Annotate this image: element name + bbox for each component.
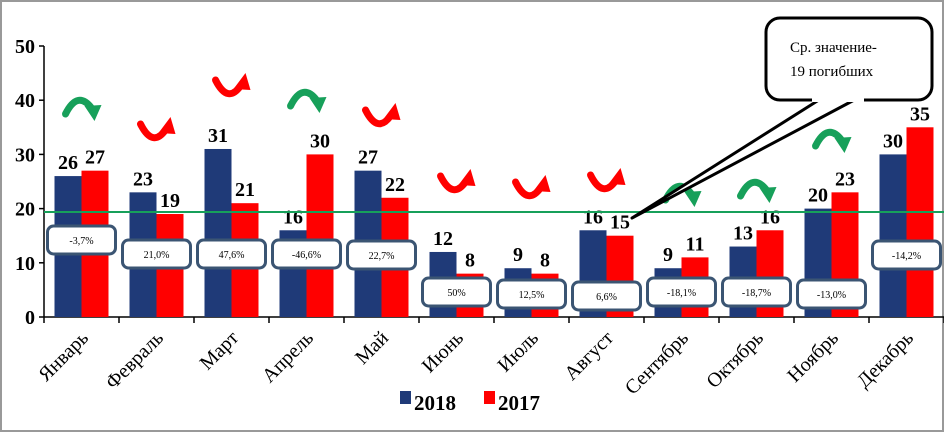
average-callout: Ср. значение- 19 погибших	[630, 16, 934, 220]
value-label-2018-2: 31	[208, 125, 228, 147]
percent-label-2: 47,6%	[219, 250, 245, 261]
percent-label-10: -13,0%	[817, 290, 846, 301]
y-tick-label: 40	[15, 90, 35, 112]
legend: 2018 2017	[400, 391, 540, 415]
legend-swatch-2017	[484, 391, 495, 404]
value-label-2018-3: 16	[283, 206, 303, 228]
trend-arrow-down-1	[137, 117, 176, 142]
percent-box-6	[496, 278, 567, 310]
value-label-2018-4: 27	[358, 147, 378, 169]
value-label-2018-0: 26	[58, 152, 78, 174]
callout-line1: Ср. значение-	[790, 40, 877, 56]
bar-2017-3	[306, 154, 334, 317]
value-label-2017-9: 16	[760, 206, 780, 228]
trend-arrow-down-4	[362, 103, 401, 128]
value-label-2017-2: 21	[235, 179, 255, 201]
legend-label-2018: 2018	[414, 391, 456, 415]
percent-label-4: 22,7%	[369, 251, 395, 262]
percent-box-3	[271, 238, 342, 270]
percent-label-0: -3,7%	[69, 236, 93, 247]
callout-box	[764, 16, 934, 102]
percent-box-4	[346, 239, 417, 271]
percent-label-1: 21,0%	[144, 250, 170, 261]
percent-box-1	[121, 238, 192, 270]
percent-box-0	[46, 224, 117, 256]
percent-box-11	[871, 239, 942, 271]
bar-2018-2	[204, 148, 232, 317]
value-label-2017-1: 19	[160, 190, 180, 212]
trend-arrow-up-9	[737, 178, 777, 203]
value-label-2017-5: 8	[465, 250, 475, 272]
value-label-2017-3: 30	[310, 130, 330, 152]
bar-2018-11	[879, 154, 907, 317]
percent-label-11: -14,2%	[892, 251, 921, 262]
value-label-2017-0: 27	[85, 147, 105, 169]
value-label-2018-6: 9	[513, 244, 523, 266]
trend-arrow-up-3	[287, 88, 327, 113]
trend-arrow-down-2	[212, 73, 251, 98]
callout-line2: 19 погибших	[790, 64, 874, 80]
percent-box-7	[571, 280, 642, 312]
value-label-2018-10: 20	[808, 185, 828, 207]
trend-arrow-down-6	[512, 175, 551, 200]
percent-label-3: -46,6%	[292, 250, 321, 261]
y-axis: 0 10 20 30 40 50	[15, 36, 944, 329]
percent-label-5: 50%	[447, 288, 465, 299]
value-label-2018-8: 9	[663, 244, 673, 266]
percent-labels: -3,7% 21,0% 47,6% -46,6% 22,7% 50% 12,5% 6,6% -1…	[46, 224, 942, 312]
legend-label-2017: 2017	[498, 391, 540, 415]
y-tick-label: 10	[15, 253, 35, 275]
value-label-2018-9: 13	[733, 223, 753, 245]
value-label-2018-7: 16	[583, 206, 603, 228]
y-tick-label: 50	[15, 36, 35, 58]
trend-arrows	[62, 73, 852, 207]
percent-box-5	[421, 276, 492, 308]
trend-arrow-down-5	[437, 169, 476, 194]
bar-2017-11	[906, 127, 934, 317]
value-label-2017-4: 22	[385, 174, 405, 196]
percent-box-2	[196, 238, 267, 270]
percent-box-8	[646, 276, 717, 308]
value-label-2018-1: 23	[133, 168, 153, 190]
trend-arrow-up-10	[812, 128, 852, 153]
percent-box-10	[796, 278, 867, 310]
percent-label-8: -18,1%	[667, 288, 696, 299]
trend-arrow-up-0	[62, 96, 102, 121]
legend-swatch-2018	[400, 391, 411, 404]
value-label-2018-5: 12	[433, 228, 453, 250]
percent-label-6: 12,5%	[519, 290, 545, 301]
value-label-2017-8: 11	[686, 233, 705, 255]
value-label-2017-6: 8	[540, 250, 550, 272]
y-tick-label: 30	[15, 144, 35, 166]
value-label-2017-11: 35	[910, 103, 930, 125]
value-label-2018-11: 30	[883, 130, 903, 152]
value-label-2017-7: 15	[610, 212, 630, 234]
percent-label-9: -18,7%	[742, 288, 771, 299]
y-tick-label: 20	[15, 199, 35, 221]
value-label-2017-10: 23	[835, 168, 855, 190]
percent-box-9	[721, 276, 792, 308]
y-tick-label: 0	[25, 307, 35, 329]
percent-label-7: 6,6%	[596, 292, 617, 303]
trend-arrow-down-7	[587, 168, 626, 193]
